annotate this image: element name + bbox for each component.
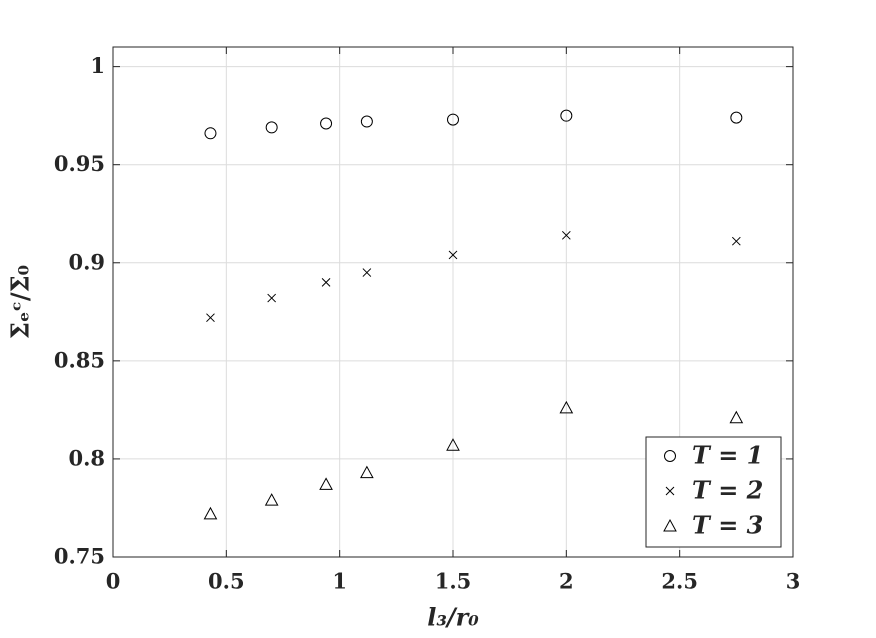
y-tick-label: 0.75 <box>54 544 105 569</box>
marker-circle <box>265 121 278 134</box>
marker-circle <box>204 127 217 140</box>
y-tick-label: 0.8 <box>68 445 105 470</box>
marker-circle <box>320 117 333 130</box>
marker-x <box>561 230 571 240</box>
x-tick-label: 1.5 <box>435 569 472 594</box>
y-axis-label: Σₑᶜ/Σ₀ <box>6 265 35 339</box>
marker-triangle <box>360 465 374 479</box>
x-tick-label: 0.5 <box>208 569 245 594</box>
marker-circle <box>447 113 459 126</box>
marker-x <box>206 313 215 323</box>
marker-x <box>321 278 331 287</box>
marker-circle <box>664 450 676 462</box>
marker-triangle <box>319 477 333 490</box>
x-tick-label: 0 <box>106 569 121 594</box>
marker-x <box>665 486 675 496</box>
y-tick-label: 0.85 <box>54 347 105 372</box>
x-tick-label: 1 <box>332 569 347 594</box>
marker-x <box>448 250 458 260</box>
y-tick-label: 1 <box>90 53 105 78</box>
marker-x <box>362 268 372 277</box>
marker-triangle <box>663 518 677 532</box>
marker-triangle <box>559 400 574 414</box>
marker-circle <box>560 109 573 122</box>
x-tick-label: 2.5 <box>661 569 698 594</box>
marker-circle <box>360 115 373 128</box>
marker-circle <box>730 111 743 124</box>
marker-x <box>267 293 277 303</box>
marker-triangle <box>446 438 460 451</box>
marker-triangle <box>729 410 744 424</box>
x-tick-label: 2 <box>559 569 574 594</box>
plot-frame <box>112 46 794 558</box>
marker-triangle <box>203 506 218 520</box>
y-tick-label: 0.95 <box>54 151 105 176</box>
x-tick-label: 3 <box>786 569 801 594</box>
marker-triangle <box>264 493 279 506</box>
marker-x <box>731 236 741 246</box>
legend-label: T = 1 <box>692 441 763 470</box>
legend-label: T = 3 <box>692 511 763 540</box>
legend-label: T = 2 <box>692 476 763 505</box>
y-tick-label: 0.9 <box>68 249 105 274</box>
x-axis-label: l₃/r₀ <box>427 603 479 632</box>
